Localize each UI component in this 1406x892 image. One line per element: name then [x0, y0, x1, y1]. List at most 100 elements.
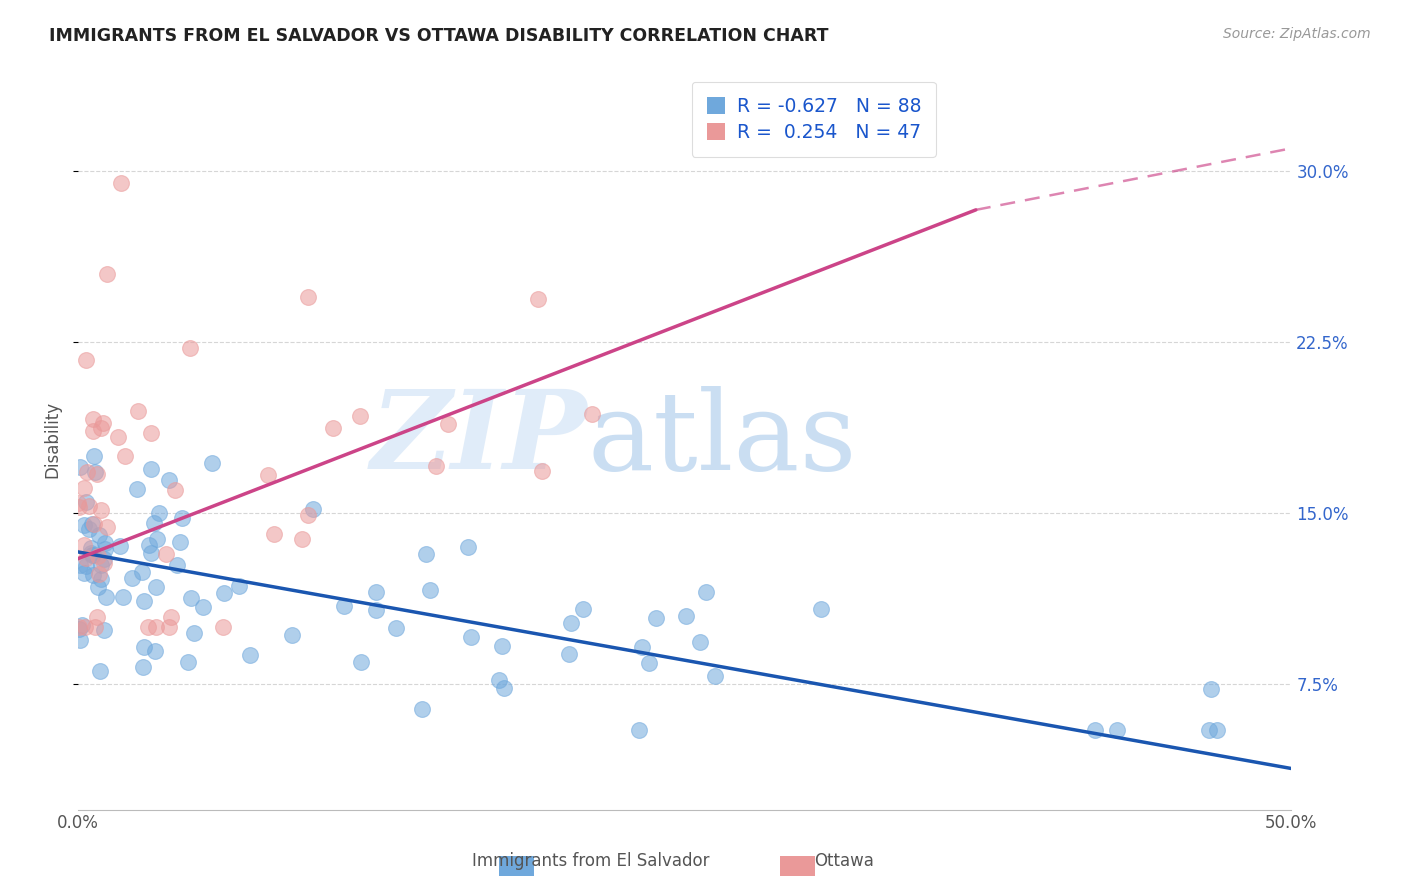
Point [179, 341, 201, 355]
Point [94, 542, 117, 557]
Point [364, 585, 387, 599]
Point [437, 417, 460, 432]
Point [90, 558, 112, 572]
Point [82, 568, 104, 582]
Point [73, 538, 96, 552]
Point [83, 517, 105, 532]
Point [132, 594, 155, 608]
Point [75, 558, 97, 573]
Point [93, 552, 115, 566]
Point [200, 456, 222, 470]
Point [155, 547, 177, 561]
Point [527, 293, 550, 307]
Point [69, 633, 91, 648]
Text: IMMIGRANTS FROM EL SALVADOR VS OTTAWA DISABILITY CORRELATION CHART: IMMIGRANTS FROM EL SALVADOR VS OTTAWA DI… [49, 27, 828, 45]
Point [73, 518, 96, 533]
Point [114, 449, 136, 463]
Point [76, 466, 98, 480]
Point [297, 289, 319, 303]
Point [560, 616, 582, 631]
Point [67, 620, 90, 634]
Point [297, 508, 319, 522]
Point [96, 590, 118, 604]
Point [675, 608, 697, 623]
Point [333, 599, 356, 613]
Point [145, 580, 167, 594]
Point [689, 635, 711, 649]
Point [67, 500, 90, 514]
Point [86, 467, 108, 481]
Point [166, 558, 188, 572]
Point [90, 502, 112, 516]
Point [67, 622, 90, 636]
Point [77, 522, 100, 536]
Point [257, 467, 280, 482]
Point [281, 628, 304, 642]
Point [82, 548, 104, 562]
Point [139, 462, 162, 476]
Point [180, 591, 202, 606]
Point [170, 510, 193, 524]
Text: Immigrants from El Salvador: Immigrants from El Salvador [472, 852, 709, 870]
Point [82, 517, 104, 532]
Point [366, 603, 388, 617]
Point [491, 639, 513, 653]
Point [228, 579, 250, 593]
Point [90, 421, 112, 435]
Point [143, 516, 166, 531]
Point [302, 501, 325, 516]
Point [91, 416, 114, 430]
Point [70, 618, 93, 632]
Point [84, 465, 107, 479]
Point [87, 528, 110, 542]
Point [1198, 723, 1220, 737]
Point [84, 620, 107, 634]
Point [263, 526, 285, 541]
Point [87, 566, 110, 581]
Point [558, 647, 581, 661]
Point [82, 548, 104, 562]
Point [138, 538, 160, 552]
Point [177, 655, 200, 669]
Point [415, 547, 437, 561]
Point [159, 473, 181, 487]
Point [183, 626, 205, 640]
Point [125, 482, 148, 496]
Point [349, 409, 371, 424]
Point [460, 630, 482, 644]
Point [107, 429, 129, 443]
Point [385, 621, 408, 635]
Point [96, 267, 118, 281]
Point [419, 582, 441, 597]
Point [96, 520, 118, 534]
Point [134, 640, 156, 654]
Point [160, 610, 183, 624]
Point [79, 545, 101, 559]
Point [488, 673, 510, 687]
Point [66, 496, 89, 510]
Point [148, 506, 170, 520]
Text: atlas: atlas [588, 385, 858, 492]
Point [169, 534, 191, 549]
Point [627, 723, 650, 737]
Point [322, 421, 344, 435]
Point [82, 424, 104, 438]
Point [157, 620, 180, 634]
Point [1107, 723, 1129, 737]
Point [93, 556, 115, 570]
Point [425, 459, 447, 474]
Point [69, 460, 91, 475]
Point [572, 602, 595, 616]
Text: ZIP: ZIP [371, 385, 588, 492]
Point [89, 572, 111, 586]
Point [127, 403, 149, 417]
Point [87, 549, 110, 563]
Point [212, 586, 235, 600]
Point [86, 610, 108, 624]
Y-axis label: Disability: Disability [44, 401, 60, 477]
Point [1206, 723, 1229, 737]
Point [82, 411, 104, 425]
Point [163, 483, 186, 497]
Point [494, 681, 516, 695]
Point [291, 533, 314, 547]
